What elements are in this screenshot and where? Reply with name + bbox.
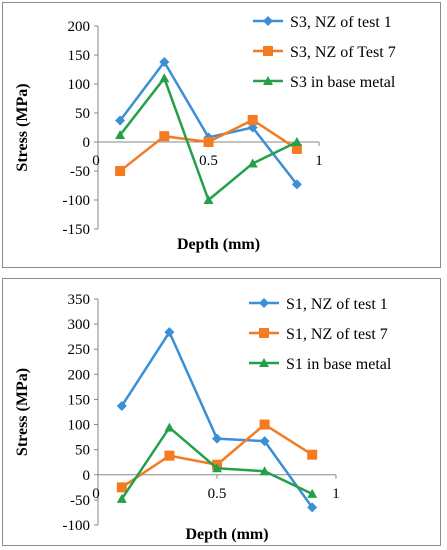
y-tick-label: 350 (68, 292, 91, 308)
data-point (259, 436, 270, 447)
data-point (307, 502, 318, 513)
data-point (115, 115, 126, 126)
legend-swatch-marker (259, 328, 269, 338)
y-tick-label: -150 (63, 222, 91, 238)
data-point (259, 419, 270, 430)
x-tick-label: 0.5 (208, 486, 227, 502)
data-point (159, 73, 170, 83)
legend-swatch-marker (259, 358, 269, 367)
legend-swatch-marker (259, 298, 269, 308)
data-point (116, 400, 127, 411)
y-axis-title: Stress (MPa) (14, 368, 31, 456)
legend-label: S1 in base metal (286, 356, 392, 373)
y-tick-label: -100 (63, 193, 91, 209)
data-point (247, 122, 258, 133)
data-point (116, 493, 127, 503)
x-tick-label: 0 (92, 153, 100, 169)
y-tick-label: 200 (68, 367, 91, 383)
y-axis-title: Stress (MPa) (14, 83, 31, 171)
x-tick-label: 1 (315, 153, 323, 169)
data-point (115, 166, 126, 176)
y-tick-label: 0 (83, 468, 91, 484)
legend-swatch-marker (263, 76, 273, 85)
x-axis-title: Depth (mm) (177, 236, 260, 253)
data-point (307, 488, 318, 498)
y-tick-label: 100 (68, 418, 91, 434)
data-point (164, 327, 175, 338)
y-tick-label: 200 (68, 19, 91, 35)
data-point (159, 56, 170, 67)
legend-label: S1, NZ of test 1 (286, 296, 388, 313)
data-point (291, 143, 302, 154)
legend-label: S1, NZ of test 7 (286, 326, 388, 343)
data-point (247, 114, 258, 125)
data-point (259, 466, 270, 476)
legend-swatch-marker (263, 16, 273, 26)
data-point (212, 433, 222, 444)
data-point (164, 422, 175, 432)
data-point (164, 450, 175, 461)
data-point (247, 158, 258, 168)
legend-label: S3, NZ of test 1 (290, 14, 392, 31)
y-tick-label: 300 (68, 317, 91, 333)
data-point (291, 179, 302, 190)
data-point (291, 137, 302, 146)
data-point (203, 195, 214, 204)
data-point (115, 130, 126, 140)
y-tick-label: 50 (75, 106, 90, 122)
legend-swatch-marker (263, 46, 273, 56)
y-tick-label: -50 (70, 493, 90, 509)
y-tick-label: -100 (63, 518, 91, 534)
y-tick-label: 250 (68, 342, 91, 358)
x-tick-label: 0 (92, 486, 100, 502)
y-tick-label: 0 (83, 135, 91, 151)
x-tick-label: 0.5 (199, 153, 218, 169)
y-tick-label: -50 (70, 164, 90, 180)
legend-label: S3, NZ of Test 7 (290, 44, 396, 61)
y-tick-label: 150 (68, 392, 91, 408)
legend-label: S3 in base metal (290, 74, 396, 91)
x-axis-title: Depth (mm) (185, 526, 268, 543)
y-tick-label: 50 (75, 443, 90, 459)
x-tick-label: 1 (332, 486, 340, 502)
data-point (116, 482, 127, 493)
chart-panel-bottom: 350 300 250 200 150 100 50 0 -50 -100 0 0.5 1 S1, NZ … (2, 278, 441, 546)
data-point (159, 131, 170, 142)
data-point (203, 137, 214, 147)
data-point (307, 449, 318, 460)
data-point (212, 463, 222, 473)
chart-panel-top: 200 150 100 50 0 -50 -100 -150 0 0.5 1 S3, NZ of te… (2, 2, 441, 268)
y-tick-label: 150 (68, 48, 91, 64)
y-tick-label: 100 (68, 77, 91, 93)
